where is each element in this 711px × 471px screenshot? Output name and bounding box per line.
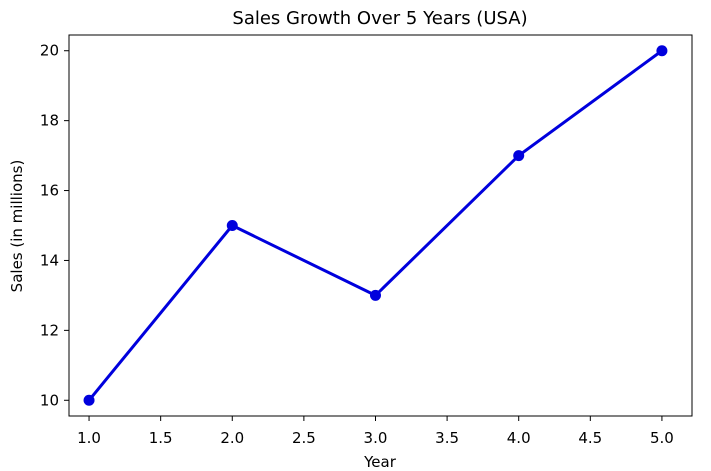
x-tick-label: 1.5 xyxy=(149,429,173,447)
x-axis-label: Year xyxy=(363,453,397,471)
x-tick-label: 4.0 xyxy=(507,429,531,447)
data-point xyxy=(226,220,238,231)
series-line xyxy=(87,49,663,402)
y-axis-label: Sales (in millions) xyxy=(8,160,26,293)
x-tick-label: 4.5 xyxy=(578,429,602,447)
data-point xyxy=(656,45,668,57)
y-tick-label: 16 xyxy=(40,182,59,200)
axes: 1.0 1.5 2.0 2.5 3.0 3.5 4.0 4.5 5.0 10 12 14 16 18 20 xyxy=(40,34,693,447)
series-layer xyxy=(83,45,668,406)
x-tick-label: 5.0 xyxy=(650,429,674,447)
x-tick-label: 3.0 xyxy=(364,429,388,447)
data-point xyxy=(83,394,95,406)
data-point xyxy=(513,150,525,162)
x-tick-label: 3.5 xyxy=(435,429,459,447)
plot-frame xyxy=(68,34,693,417)
x-tick-label: 2.5 xyxy=(292,429,316,447)
y-tick-label: 20 xyxy=(40,42,59,60)
y-tick-label: 10 xyxy=(40,391,59,409)
y-tick-label: 12 xyxy=(40,321,59,339)
y-tick-label: 14 xyxy=(40,251,59,269)
x-tick-label: 2.0 xyxy=(220,429,244,447)
chart-title: Sales Growth Over 5 Years (USA) xyxy=(232,8,527,29)
x-tick-label: 1.0 xyxy=(77,429,101,447)
y-tick-label: 18 xyxy=(40,112,59,130)
data-point xyxy=(369,289,381,301)
